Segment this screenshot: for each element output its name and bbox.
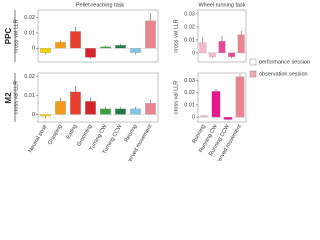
bar bbox=[85, 48, 96, 58]
x-tick-label: Rearing bbox=[124, 124, 139, 144]
x-tick-label: Neutral pose bbox=[28, 124, 49, 154]
bar bbox=[70, 31, 81, 49]
bar bbox=[199, 115, 209, 118]
legend-swatch bbox=[249, 70, 257, 78]
y-tick-label: 0.03 bbox=[184, 78, 195, 84]
plot-frame bbox=[197, 9, 247, 63]
row-label: M2 bbox=[4, 92, 13, 104]
y-tick-label: 0 bbox=[32, 46, 35, 52]
y-tick-label: 0.01 bbox=[24, 93, 35, 99]
y-tick-label: 0.01 bbox=[24, 30, 35, 36]
bar bbox=[208, 52, 216, 57]
bar bbox=[70, 91, 81, 115]
x-tick-label: Eating bbox=[65, 124, 78, 141]
bar bbox=[40, 48, 51, 53]
y-tick-label: 0.02 bbox=[184, 90, 195, 96]
bar bbox=[145, 103, 156, 115]
y-tick-label: 0.03 bbox=[184, 11, 195, 17]
y-axis-label: cross val LLR bbox=[173, 81, 179, 114]
figure: Pellet-reaching task Wheel running task … bbox=[4, 2, 310, 170]
bar bbox=[223, 116, 233, 120]
bar bbox=[100, 46, 111, 49]
y-axis-label: cross val LLR bbox=[13, 81, 19, 114]
bar bbox=[130, 108, 141, 115]
bar bbox=[40, 114, 51, 117]
plot-frame bbox=[197, 72, 247, 123]
y-tick-label: 0 bbox=[192, 50, 195, 56]
y-axis-label: cross val LLR bbox=[173, 19, 179, 52]
bar bbox=[199, 42, 207, 54]
panel-title: Pellet-reaching task bbox=[76, 2, 125, 8]
y-tick-label: 0 bbox=[32, 112, 35, 118]
plot-frame bbox=[37, 9, 159, 63]
row-label: PPC bbox=[4, 28, 13, 45]
bar bbox=[211, 91, 221, 118]
y-tick-label: 0.01 bbox=[184, 37, 195, 43]
y-axis-label: cross val LLR bbox=[13, 19, 19, 52]
bar bbox=[85, 101, 96, 115]
legend-label: performance session bbox=[259, 59, 310, 65]
y-tick-label: 0.02 bbox=[24, 74, 35, 80]
bar bbox=[130, 48, 141, 53]
plot-frame bbox=[37, 72, 159, 123]
legend-swatch bbox=[249, 58, 257, 66]
y-tick-label: 0 bbox=[192, 115, 195, 121]
legend-label: observation session bbox=[259, 71, 308, 77]
bar bbox=[115, 45, 126, 49]
panel-title: Wheel running task bbox=[198, 2, 245, 8]
bar bbox=[218, 41, 226, 54]
bar bbox=[228, 52, 236, 57]
bar bbox=[237, 34, 245, 54]
y-tick-label: 0.02 bbox=[24, 15, 35, 21]
bar bbox=[55, 41, 66, 49]
bar bbox=[100, 108, 111, 115]
bar bbox=[115, 108, 126, 115]
y-tick-label: 0.02 bbox=[184, 24, 195, 30]
bar bbox=[145, 20, 156, 49]
bar bbox=[235, 76, 245, 118]
y-tick-label: 0.01 bbox=[184, 102, 195, 108]
x-tick-label: Grasping bbox=[47, 124, 63, 146]
bar bbox=[55, 101, 66, 115]
